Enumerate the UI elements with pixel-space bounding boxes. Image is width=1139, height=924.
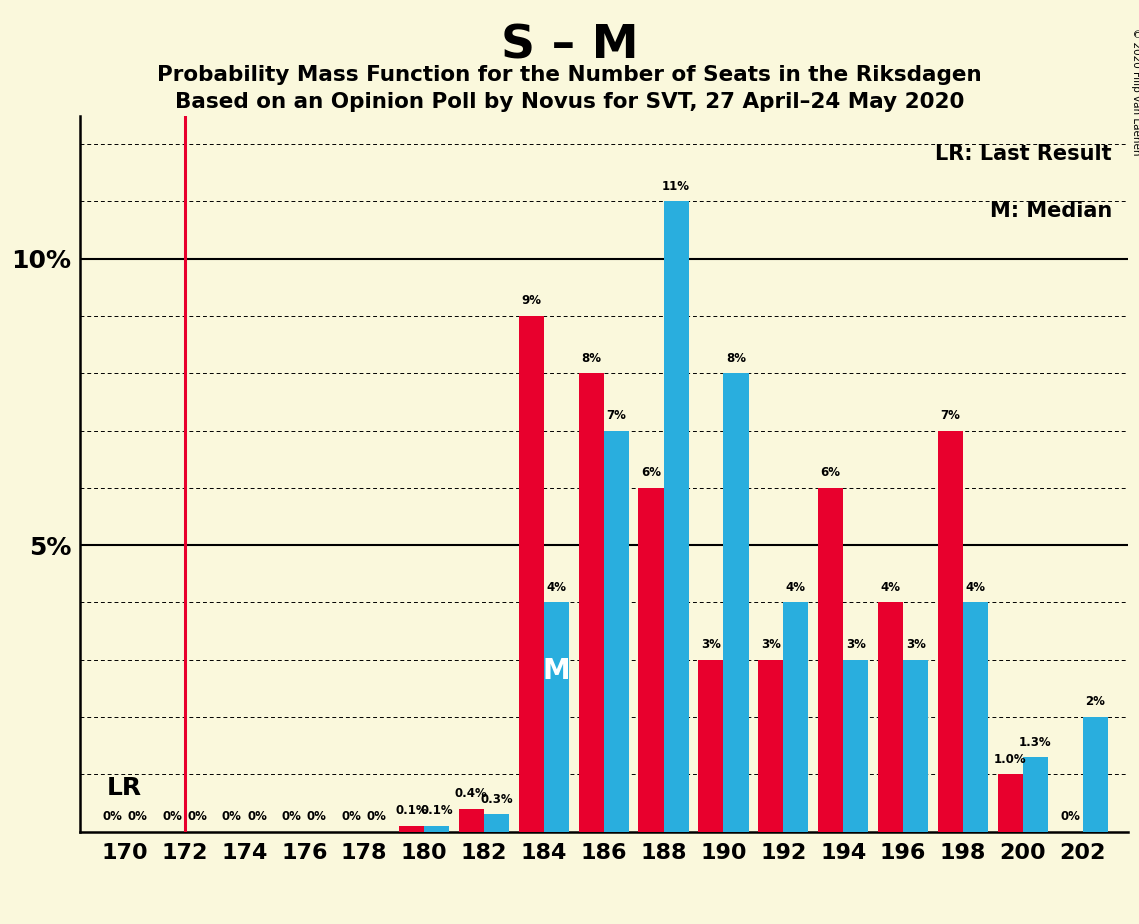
Text: M: M: [542, 657, 571, 686]
Text: 0.4%: 0.4%: [454, 787, 487, 800]
Bar: [843, 660, 868, 832]
Text: 0.1%: 0.1%: [395, 804, 428, 818]
Bar: [937, 431, 962, 832]
Text: 4%: 4%: [880, 581, 901, 594]
Bar: [1023, 757, 1048, 832]
Text: 4%: 4%: [786, 581, 806, 594]
Text: LR: Last Result: LR: Last Result: [935, 144, 1112, 164]
Text: 3%: 3%: [700, 638, 721, 651]
Text: S – M: S – M: [501, 23, 638, 68]
Bar: [784, 602, 809, 832]
Bar: [962, 602, 989, 832]
Text: 0%: 0%: [128, 810, 147, 823]
Bar: [998, 774, 1023, 832]
Text: 0%: 0%: [162, 810, 182, 823]
Bar: [759, 660, 784, 832]
Text: © 2020 Filip van Laenen: © 2020 Filip van Laenen: [1131, 28, 1139, 155]
Text: 7%: 7%: [941, 409, 960, 422]
Bar: [638, 488, 664, 832]
Bar: [818, 488, 843, 832]
Text: 6%: 6%: [820, 467, 841, 480]
Bar: [698, 660, 723, 832]
Text: LR: LR: [107, 776, 141, 800]
Bar: [459, 808, 484, 832]
Text: 6%: 6%: [641, 467, 661, 480]
Bar: [878, 602, 903, 832]
Text: 11%: 11%: [662, 180, 690, 193]
Text: 4%: 4%: [547, 581, 566, 594]
Text: 3%: 3%: [846, 638, 866, 651]
Bar: [723, 373, 748, 832]
Text: 0%: 0%: [306, 810, 327, 823]
Text: 0%: 0%: [367, 810, 386, 823]
Text: 8%: 8%: [581, 352, 601, 365]
Text: 0%: 0%: [281, 810, 302, 823]
Bar: [903, 660, 928, 832]
Text: 0.1%: 0.1%: [420, 804, 453, 818]
Bar: [1083, 717, 1108, 832]
Text: 0%: 0%: [1060, 810, 1080, 823]
Text: 3%: 3%: [761, 638, 780, 651]
Text: 0%: 0%: [103, 810, 122, 823]
Text: 0%: 0%: [247, 810, 267, 823]
Text: 1.3%: 1.3%: [1019, 736, 1051, 748]
Bar: [424, 826, 449, 832]
Bar: [664, 201, 689, 832]
Text: 1.0%: 1.0%: [994, 753, 1026, 766]
Text: 0%: 0%: [222, 810, 241, 823]
Bar: [399, 826, 424, 832]
Text: Based on an Opinion Poll by Novus for SVT, 27 April–24 May 2020: Based on an Opinion Poll by Novus for SV…: [174, 92, 965, 113]
Text: 0%: 0%: [342, 810, 361, 823]
Text: Probability Mass Function for the Number of Seats in the Riksdagen: Probability Mass Function for the Number…: [157, 65, 982, 85]
Text: 9%: 9%: [522, 295, 541, 308]
Text: 7%: 7%: [606, 409, 626, 422]
Bar: [543, 602, 570, 832]
Text: 4%: 4%: [966, 581, 985, 594]
Bar: [604, 431, 629, 832]
Bar: [579, 373, 604, 832]
Text: 0%: 0%: [187, 810, 207, 823]
Text: 8%: 8%: [726, 352, 746, 365]
Text: 0.3%: 0.3%: [481, 793, 513, 806]
Text: M: Median: M: Median: [990, 201, 1112, 222]
Bar: [518, 316, 543, 832]
Text: 3%: 3%: [906, 638, 926, 651]
Text: 2%: 2%: [1085, 696, 1105, 709]
Bar: [484, 814, 509, 832]
